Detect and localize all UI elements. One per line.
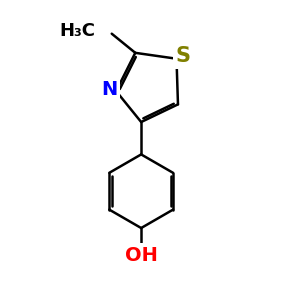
Text: H₃C: H₃C xyxy=(59,22,95,40)
Text: OH: OH xyxy=(125,246,158,265)
Text: S: S xyxy=(176,46,190,66)
Text: N: N xyxy=(101,80,118,99)
